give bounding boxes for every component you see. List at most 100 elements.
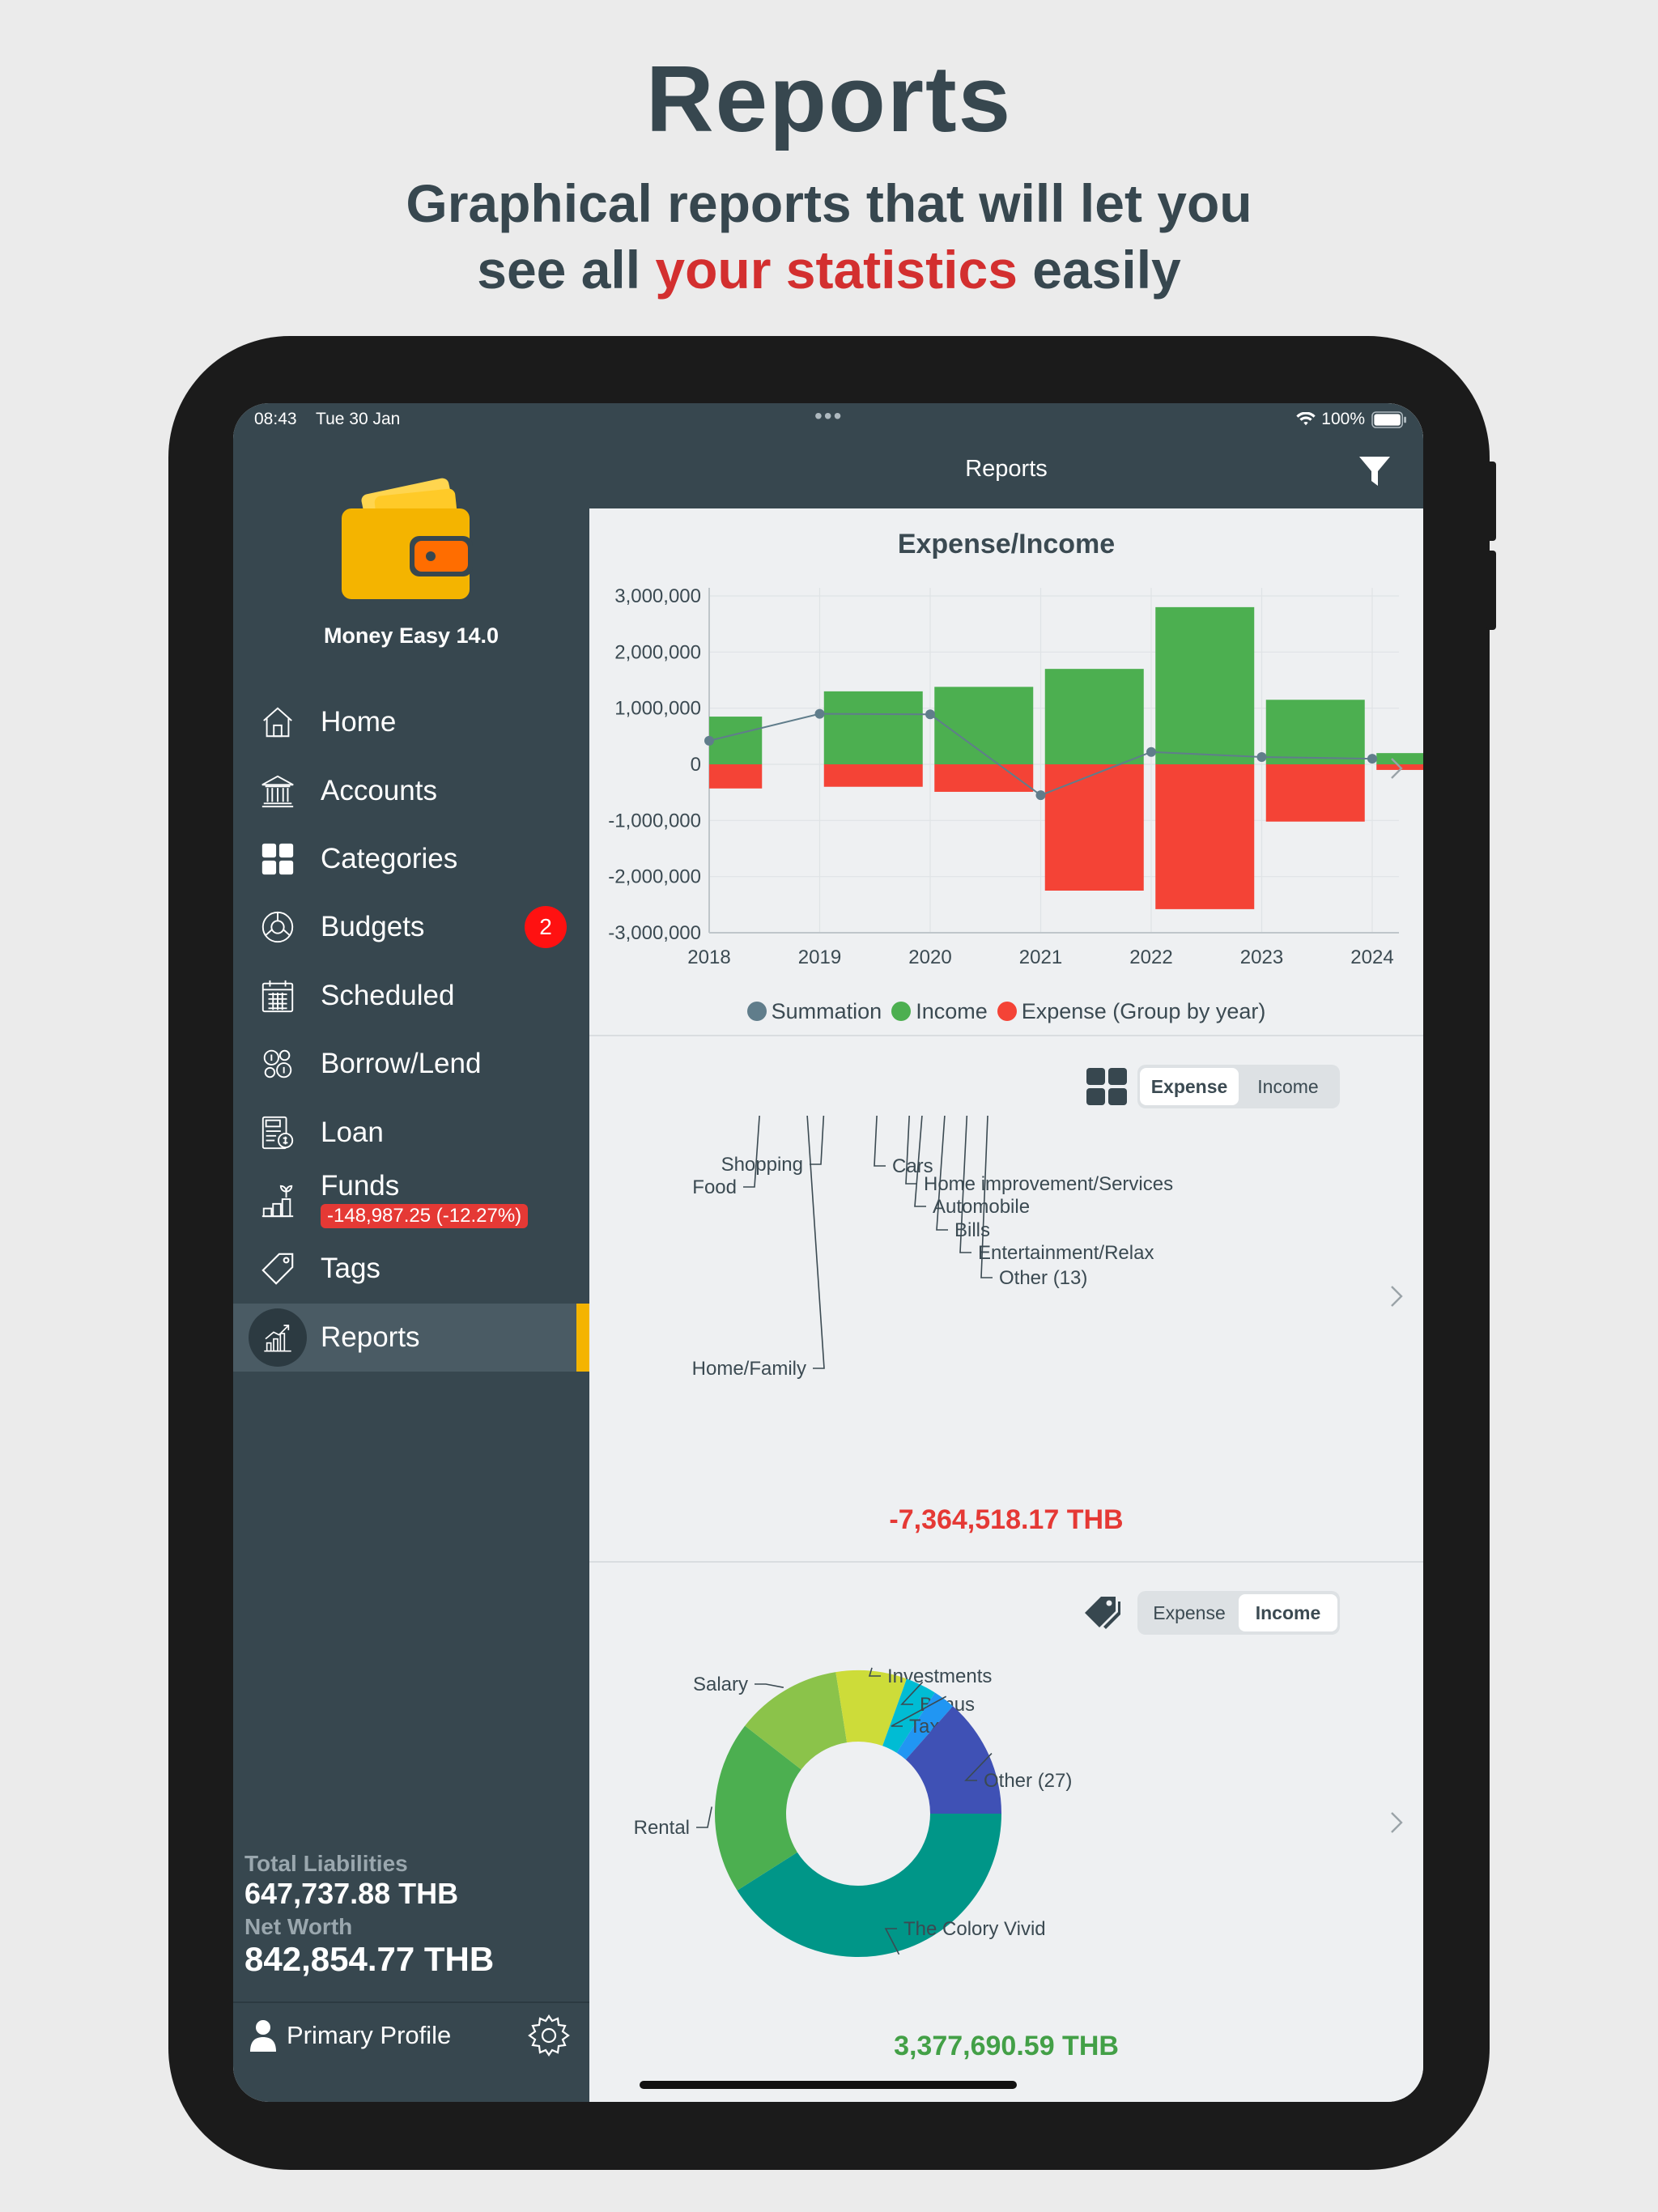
sidebar-item-label: Borrow/Lend	[321, 1048, 482, 1080]
income-bar	[1155, 606, 1255, 764]
total-liabilities-value: 647,737.88 THB	[244, 1877, 459, 1910]
volume-down-button	[1486, 551, 1496, 630]
income-bar	[823, 691, 923, 764]
category-type-toggle: Expense Income	[1137, 1065, 1340, 1108]
summation-point	[1146, 747, 1156, 757]
sidebar-item-accounts[interactable]: Accounts	[233, 756, 589, 824]
sidebar-item-reports[interactable]: Reports	[233, 1303, 589, 1372]
sidebar-item-tags[interactable]: Tags	[233, 1235, 589, 1303]
legend-label: Income	[916, 999, 988, 1023]
category-income-tab[interactable]: Income	[1257, 1076, 1319, 1097]
label-leader	[936, 1116, 948, 1231]
sidebar-item-label: Funds	[321, 1169, 400, 1202]
chevron-right-icon[interactable]	[1389, 1284, 1404, 1308]
tag-donut-chart[interactable]: The Colory VividRentalSalaryInvestmentsB…	[589, 1642, 1423, 2031]
categories-grid-icon	[1086, 1068, 1127, 1105]
legend-item-income[interactable]: Income	[891, 999, 988, 1023]
tag-income-tab[interactable]: Income	[1239, 1594, 1337, 1631]
summation-point	[1256, 751, 1267, 762]
legend-item-expense[interactable]: Expense (Group by year)	[997, 999, 1265, 1023]
sidebar-item-label: Reports	[321, 1321, 420, 1353]
income-bar	[709, 717, 763, 764]
sidebar-nav: Home Accounts Categories Budgets 2	[233, 688, 589, 1372]
y-tick-label: 2,000,000	[614, 641, 701, 663]
sidebar-item-categories[interactable]: Categories	[233, 825, 589, 893]
y-tick-label: -2,000,000	[608, 866, 701, 888]
income-bar	[1044, 669, 1144, 764]
status-time: 08:43	[254, 410, 297, 428]
calendar-icon	[257, 976, 298, 1016]
slice-label: Investments	[887, 1665, 992, 1687]
status-bar-right: 100%	[1295, 410, 1407, 429]
app-name: Money Easy 14.0	[323, 623, 500, 648]
sidebar-item-label: Budgets	[321, 911, 425, 943]
sidebar-item-budgets[interactable]: Budgets 2	[233, 893, 589, 961]
sidebar-item-loan[interactable]: Loan	[233, 1098, 589, 1166]
donut-slice	[835, 1670, 907, 1746]
sidebar-item-scheduled[interactable]: Scheduled	[233, 962, 589, 1030]
slice-label: Other (13)	[999, 1267, 1087, 1289]
expense-income-chart[interactable]: 3,000,000 2,000,000 1,000,000 0 -1,000,000 -2…	[589, 557, 1423, 994]
slice-label: The Colory Vivid	[903, 1918, 1046, 1940]
income-bar	[934, 687, 1034, 764]
filter-icon[interactable]	[1357, 453, 1392, 489]
label-leader	[884, 1928, 900, 1955]
funds-change-badge: -148,987.25 (-12.27%)	[321, 1203, 529, 1228]
profile-button[interactable]: Primary Profile	[249, 2019, 451, 2052]
chevron-right-icon[interactable]	[1389, 1810, 1404, 1835]
gear-icon[interactable]	[526, 2013, 572, 2058]
multitasking-dots[interactable]: •••	[814, 403, 844, 428]
summation-point	[814, 708, 825, 719]
sidebar-item-funds[interactable]: Funds -148,987.25 (-12.27%)	[233, 1167, 589, 1235]
promo-subtitle-line1: Graphical reports that will let you	[406, 173, 1252, 233]
label-leader	[900, 1681, 924, 1705]
expense-bar	[1155, 764, 1255, 909]
tag-expense-tab[interactable]: Expense	[1153, 1602, 1226, 1623]
label-leader	[891, 1695, 947, 1727]
totals-panel: Total Liabilities 647,737.88 THB Net Wor…	[244, 1851, 494, 1982]
chart-legend: Summation Income Expense (Group by year)	[589, 999, 1423, 1024]
donut-slice	[745, 1672, 848, 1770]
donut-slice	[905, 1706, 1001, 1814]
category-expense-tab[interactable]: Expense	[1140, 1068, 1239, 1105]
y-tick-label: -3,000,000	[608, 922, 701, 944]
profile-name: Primary Profile	[287, 2021, 452, 2049]
promo-title: Reports	[645, 46, 1013, 151]
donut-slice	[882, 1678, 935, 1753]
legend-dot	[746, 1002, 767, 1021]
bank-icon	[257, 771, 298, 811]
x-tick-label: 2021	[1019, 946, 1062, 968]
legend-label: Summation	[771, 999, 882, 1023]
label-leader	[868, 1667, 881, 1677]
tag-total: 3,377,690.59 THB	[894, 2031, 1119, 2061]
chevron-right-icon[interactable]	[1389, 756, 1404, 781]
label-leader	[696, 1806, 712, 1828]
sidebar-item-label: Home	[321, 706, 397, 738]
promo-subtitle-highlight: your statistics	[655, 240, 1018, 300]
label-leader	[806, 1116, 825, 1369]
x-tick-label: 2023	[1240, 946, 1283, 968]
promo-subtitle-post: easily	[1017, 240, 1181, 300]
legend-item-summation[interactable]: Summation	[746, 999, 882, 1023]
battery-icon	[1371, 410, 1406, 428]
slice-label: Other (27)	[984, 1770, 1072, 1792]
tag-type-toggle: Expense Income	[1137, 1591, 1340, 1635]
status-bar-left: 08:43 Tue 30 Jan	[254, 410, 414, 429]
tag-icon	[257, 1249, 298, 1289]
slice-label: Cars	[892, 1155, 933, 1177]
summation-point	[704, 735, 714, 746]
sidebar: 08:43 Tue 30 Jan Money Easy 14.0 Home	[233, 403, 589, 2102]
sidebar-item-borrow-lend[interactable]: Borrow/Lend	[233, 1030, 589, 1098]
y-tick-label: -1,000,000	[608, 810, 701, 832]
income-bar	[1265, 700, 1365, 764]
sidebar-item-home[interactable]: Home	[233, 688, 589, 756]
label-leader	[914, 1116, 926, 1207]
divider	[589, 1561, 1423, 1563]
net-worth-label: Net Worth	[244, 1914, 353, 1939]
expense-bar	[709, 764, 763, 789]
label-leader	[964, 1752, 993, 1781]
status-date: Tue 30 Jan	[316, 410, 401, 428]
summation-point	[1367, 754, 1377, 764]
x-tick-label: 2024	[1350, 946, 1393, 968]
